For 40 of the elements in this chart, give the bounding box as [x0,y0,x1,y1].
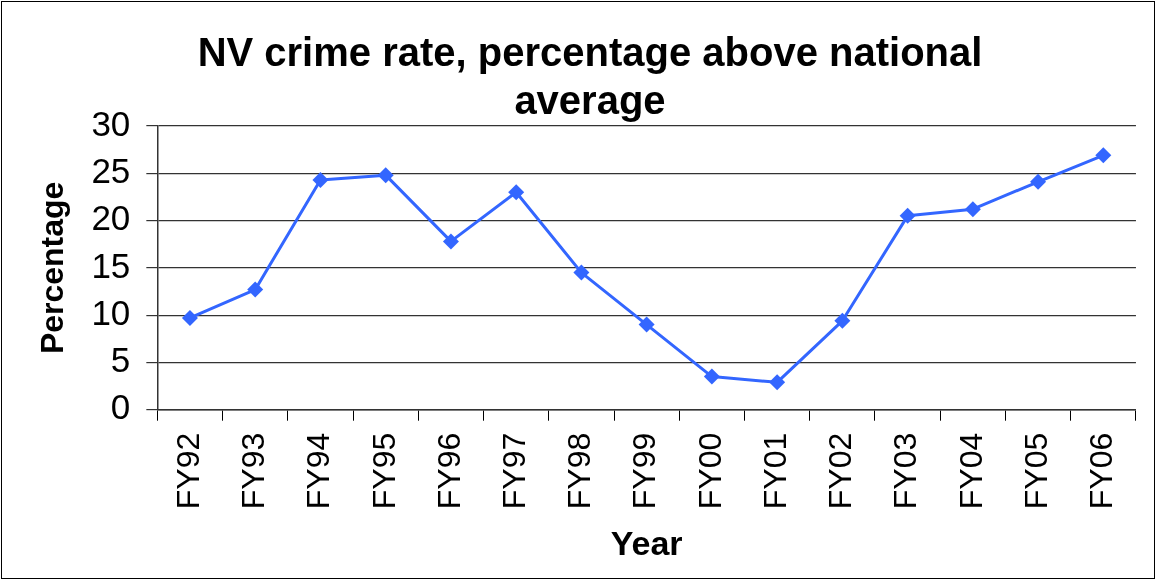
x-axis-title: Year [610,523,683,562]
x-tick-label: FY01 [756,432,793,510]
y-tick-label: 25 [91,150,131,190]
x-tick-label: FY93 [235,432,272,510]
point [573,264,590,281]
x-tick-label: FY95 [365,432,402,510]
x-tick-label: FY06 [1083,432,1120,510]
x-tick-label: FY04 [952,432,989,510]
x-tick-label: FY00 [691,432,728,510]
x-tick-label: FY96 [430,432,467,510]
point [181,309,198,326]
x-tick-label: FY05 [1017,432,1054,510]
x-tick-label: FY99 [626,432,663,510]
point [508,184,525,201]
point [899,207,916,224]
point [834,312,851,329]
y-tick-label: 0 [110,387,131,427]
point [1030,173,1047,190]
x-tick-label: FY98 [561,432,598,510]
point [769,374,786,391]
point [377,167,394,184]
x-tick-label: FY94 [300,432,337,510]
point [312,171,329,188]
y-tick-label: 20 [91,198,131,238]
x-tick-label: FY03 [887,432,924,510]
y-tick-label: 10 [91,292,131,332]
point [638,316,655,333]
point [703,368,720,385]
point [964,201,981,218]
chart-title: NV crime rate, percentage above national average [196,29,984,124]
y-axis-title: Percentage [34,181,71,355]
y-tick-label: 5 [110,340,131,380]
x-tick-label: FY97 [495,432,532,510]
x-tick-label: FY02 [822,432,859,510]
point [247,281,264,298]
y-tick-label: 15 [91,245,131,285]
x-tick-label: FY92 [169,432,206,510]
point [442,233,459,250]
point [1095,147,1112,164]
y-tick-label: 30 [91,103,131,143]
